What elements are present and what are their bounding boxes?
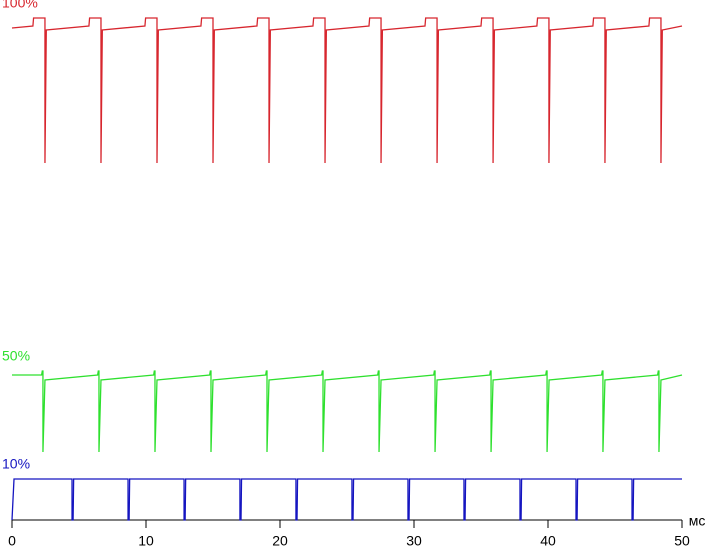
x-axis-unit: мс — [689, 513, 706, 529]
x-tick-label: 50 — [674, 533, 690, 549]
x-tick-label: 20 — [272, 533, 288, 549]
trace — [11, 478, 682, 521]
x-tick-label: 30 — [406, 533, 422, 549]
trace — [12, 370, 683, 453]
series-label: 10% — [2, 456, 30, 472]
x-tick-label: 10 — [138, 533, 154, 549]
x-tick-label: 0 — [8, 533, 16, 549]
series-label: 50% — [2, 348, 30, 364]
series-label: 100% — [2, 0, 38, 11]
x-tick-label: 40 — [540, 533, 556, 549]
trace — [11, 17, 683, 164]
